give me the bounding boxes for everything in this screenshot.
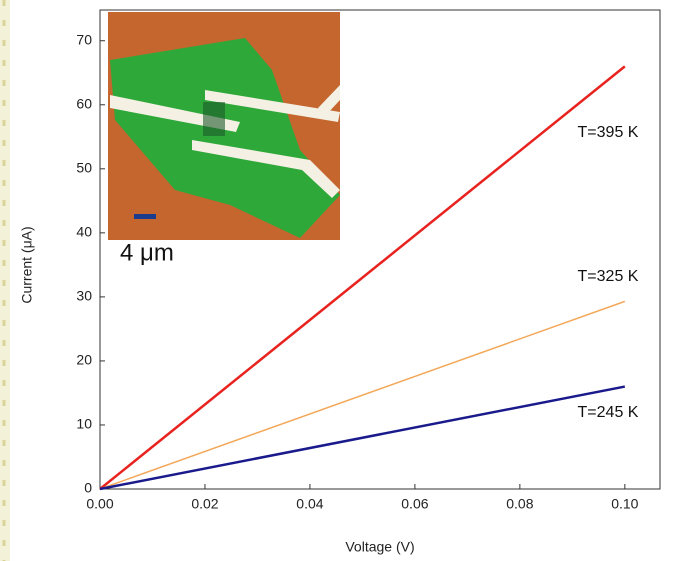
inset-image [108, 12, 340, 240]
y-axis-label: Current (μA) [19, 226, 35, 303]
y-tick-label: 50 [76, 160, 92, 176]
x-tick-label: 0.02 [191, 496, 218, 512]
y-tick-label: 10 [76, 416, 92, 432]
y-tick-label: 0 [84, 480, 92, 496]
x-tick-label: 0.00 [86, 496, 113, 512]
x-tick-label: 0.06 [401, 496, 428, 512]
x-tick-label: 0.04 [296, 496, 323, 512]
x-tick-label: 0.10 [611, 496, 638, 512]
series-line [99, 300, 626, 490]
side-strip [0, 0, 10, 561]
x-axis-label: Voltage (V) [345, 539, 414, 555]
series-label: T=325 K [578, 268, 639, 285]
y-tick-label: 60 [76, 95, 92, 111]
plot-frame [99, 9, 661, 490]
y-tick-label: 30 [76, 288, 92, 304]
annotation: 4 μm [120, 239, 174, 266]
y-tick-label: 70 [76, 31, 92, 47]
series-line [99, 65, 626, 490]
y-tick-label: 40 [76, 224, 92, 240]
series-label: T=245 K [578, 404, 639, 421]
series-line [99, 385, 626, 491]
series-label: T=395 K [578, 124, 639, 141]
x-tick-label: 0.08 [506, 496, 533, 512]
y-tick-label: 20 [76, 352, 92, 368]
